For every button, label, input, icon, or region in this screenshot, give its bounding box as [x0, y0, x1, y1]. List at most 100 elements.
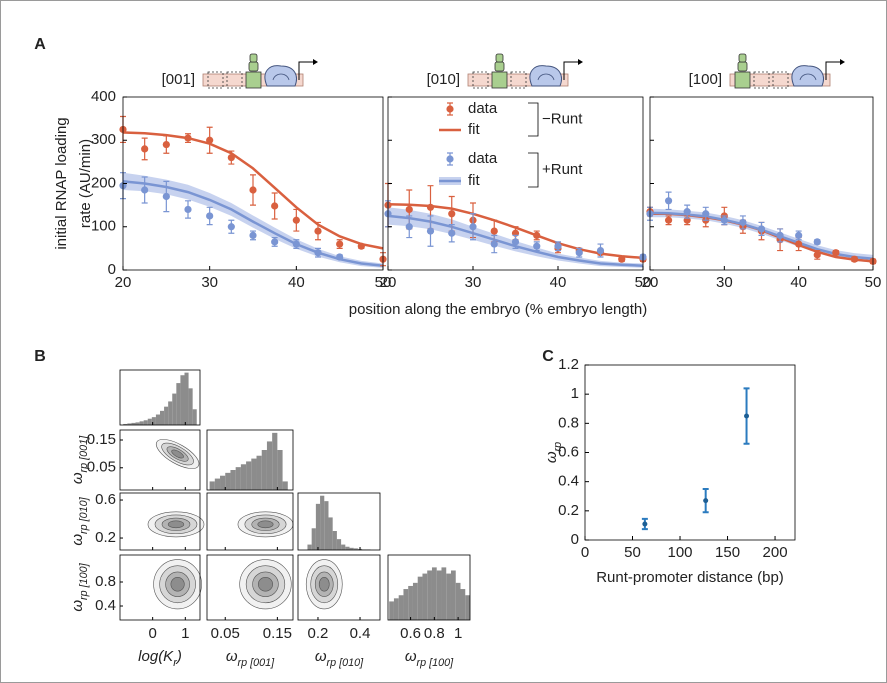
panel-label: C	[542, 348, 554, 365]
cell-frame	[119, 554, 201, 621]
histogram-bar	[320, 495, 325, 550]
histogram-bar	[398, 595, 404, 620]
data-point	[336, 253, 344, 261]
data-point	[720, 216, 728, 224]
label-part: rp [001]	[238, 657, 276, 669]
label-part: ω	[69, 472, 86, 484]
data-point	[426, 227, 435, 235]
binding-site	[472, 71, 489, 89]
histogram-bar	[164, 406, 169, 425]
legend-bracket	[528, 152, 539, 188]
promoter-arrow	[825, 61, 840, 80]
histogram-bar	[412, 582, 418, 620]
histogram-bar	[230, 470, 236, 490]
data-point	[776, 231, 784, 239]
data-point	[206, 212, 214, 220]
plot-area	[584, 364, 796, 541]
density-contour	[167, 520, 185, 529]
cell-frame	[297, 554, 381, 621]
x-tick-label: 100	[668, 544, 693, 561]
label-part: ω	[226, 648, 238, 665]
histogram-bar	[188, 388, 193, 425]
histogram-bar	[261, 450, 267, 490]
x-tick-label: 50	[635, 274, 652, 291]
data-point	[469, 223, 477, 231]
data-point	[292, 240, 300, 248]
cell-frame	[387, 554, 471, 621]
cell-frame	[297, 492, 381, 551]
data-point	[184, 205, 192, 214]
y-tick-label: 0.8	[95, 573, 116, 590]
data-point	[141, 186, 149, 194]
cell-frame	[119, 369, 201, 426]
x-tick-label: 20	[115, 274, 132, 291]
histogram-bar	[332, 531, 337, 550]
y-tick-label: 0.6	[95, 491, 116, 508]
histogram-bar	[240, 464, 247, 490]
histogram-bar	[180, 375, 185, 425]
x-tick-label: 0.8	[424, 625, 445, 642]
x-tick-label: 200	[763, 544, 788, 561]
histogram-bar	[147, 418, 152, 425]
x-tick-label: 0.6	[400, 625, 421, 642]
y-tick-label: 0.15	[87, 431, 116, 448]
label-part: )	[175, 648, 182, 665]
data-point	[271, 202, 279, 210]
runt-protein	[737, 61, 748, 72]
histogram-bar	[441, 567, 447, 620]
promoter-arrow	[298, 61, 313, 80]
histogram-bar	[311, 528, 316, 550]
x-tick-label: 0.05	[211, 625, 240, 642]
arrow-head	[840, 59, 845, 65]
x-tick-label: 0	[148, 625, 156, 642]
data-point	[575, 249, 583, 257]
histogram-bar	[315, 503, 321, 550]
data-point	[757, 225, 766, 233]
data-point	[271, 238, 279, 246]
data-point	[795, 240, 803, 248]
legend-marker	[446, 105, 454, 113]
runt-protein	[494, 61, 505, 72]
histogram-bar	[176, 383, 181, 425]
arrow-head	[313, 59, 318, 65]
histogram-bar	[272, 432, 278, 490]
y-tick-label: 400	[91, 88, 116, 105]
data-point	[490, 227, 498, 235]
histogram-bar	[345, 546, 350, 550]
histogram-bar	[460, 589, 466, 620]
data-point	[162, 140, 170, 149]
rnap	[264, 65, 297, 87]
label-part: rp	[552, 442, 564, 452]
data-point	[832, 249, 840, 257]
histogram-bar	[235, 467, 241, 490]
data-point	[405, 223, 413, 231]
histogram-bar	[256, 455, 262, 490]
plot-area	[650, 97, 873, 270]
histogram-bar	[422, 573, 428, 620]
label-part: rp [010]	[327, 657, 365, 669]
binding-site	[734, 71, 751, 89]
x-tick-label: 20	[380, 274, 397, 291]
density-contour	[170, 577, 185, 592]
label-part: rp [001]	[78, 435, 90, 473]
histogram-bar	[155, 414, 160, 425]
label-part: log(K	[138, 648, 174, 665]
x-axis-label: ωrp [010]	[315, 648, 364, 669]
x-tick-label: 40	[288, 274, 305, 291]
binding-site	[491, 71, 508, 89]
x-tick-label: 150	[715, 544, 740, 561]
y-tick-label: 100	[91, 218, 116, 235]
runt-protein	[738, 53, 747, 63]
data-point	[618, 255, 626, 263]
data-point	[249, 231, 257, 239]
histogram-bar	[455, 582, 461, 620]
histogram-bar	[225, 472, 231, 490]
histogram-bar	[251, 458, 257, 490]
data-point	[336, 240, 344, 248]
cell-frame	[206, 492, 294, 551]
rnap	[791, 65, 824, 87]
y-tick-label: 0.2	[558, 502, 579, 519]
histogram-bar	[209, 481, 215, 490]
binding-site	[772, 71, 789, 89]
